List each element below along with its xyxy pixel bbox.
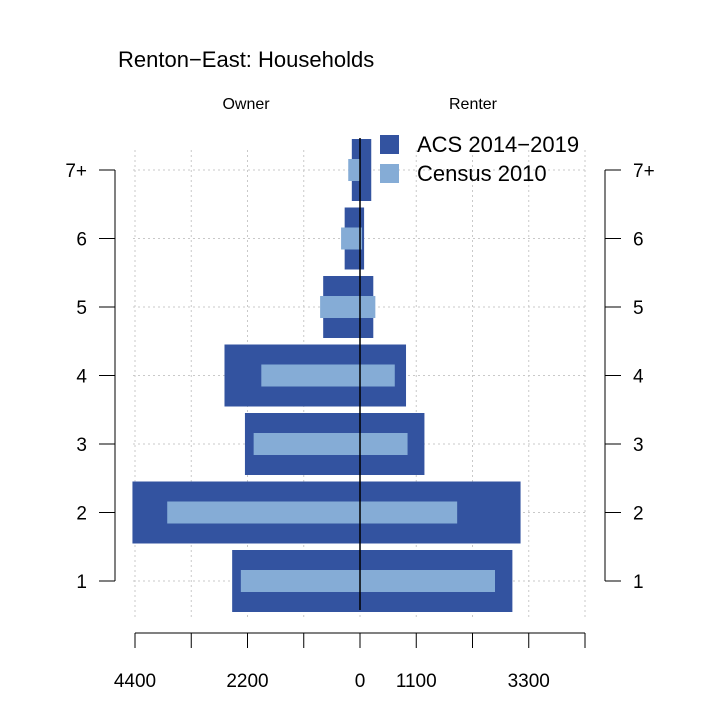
left-tick-label-6: 6 — [76, 230, 87, 251]
left-tick-label-4: 4 — [76, 367, 87, 388]
right-tick-label-6: 6 — [633, 230, 644, 251]
x-tick-label-7: 3300 — [508, 671, 550, 692]
left-tick-label-5: 5 — [76, 298, 87, 319]
legend: ACS 2014−2019 Census 2010 — [380, 132, 579, 186]
legend-label-1: Census 2010 — [417, 161, 547, 186]
right-tick-label-5: 5 — [633, 298, 644, 319]
x-tick-label-0: 4400 — [114, 671, 156, 692]
bar-census-owner-5 — [320, 296, 360, 318]
x-tick-label-2: 2200 — [226, 671, 268, 692]
bar-census-renter-6 — [360, 227, 363, 250]
bars — [132, 138, 521, 612]
bar-census-renter-3 — [360, 433, 408, 455]
right-tick-label-2: 2 — [633, 504, 644, 525]
bar-census-renter-1 — [360, 570, 495, 592]
bar-census-owner-2 — [167, 501, 360, 524]
x-tick-label-4: 0 — [355, 671, 366, 692]
right-tick-label-7+: 7+ — [633, 161, 655, 182]
bar-acs-renter-7+ — [360, 139, 372, 201]
owner-label: Owner — [222, 96, 270, 113]
right-tick-label-3: 3 — [633, 435, 644, 456]
left-tick-label-3: 3 — [76, 435, 87, 456]
right-tick-label-1: 1 — [633, 572, 644, 593]
bar-census-owner-4 — [261, 364, 360, 387]
renter-label: Renter — [449, 96, 498, 113]
bar-census-renter-2 — [360, 501, 458, 524]
left-tick-label-2: 2 — [76, 504, 87, 525]
right-tick-label-4: 4 — [633, 367, 644, 388]
bar-census-owner-7+ — [348, 159, 360, 181]
bar-census-renter-4 — [360, 364, 395, 387]
bar-census-owner-6 — [341, 227, 360, 250]
bar-acs-renter-6 — [360, 207, 365, 270]
chart-title: Renton−East: Households — [118, 47, 374, 72]
legend-swatch-0 — [380, 135, 399, 154]
x-tick-label-5: 1100 — [396, 671, 437, 692]
axes: 1 1 2 2 3 3 4 4 5 5 6 6 7+ 7+ 4400 2200 0 1100 3300 — [65, 161, 654, 692]
legend-swatch-1 — [380, 164, 399, 183]
legend-label-0: ACS 2014−2019 — [417, 132, 579, 157]
bar-census-owner-1 — [240, 570, 360, 592]
left-tick-label-7+: 7+ — [65, 161, 87, 182]
left-tick-label-1: 1 — [76, 572, 87, 593]
bar-census-owner-3 — [253, 433, 360, 455]
bar-census-renter-5 — [360, 296, 376, 318]
